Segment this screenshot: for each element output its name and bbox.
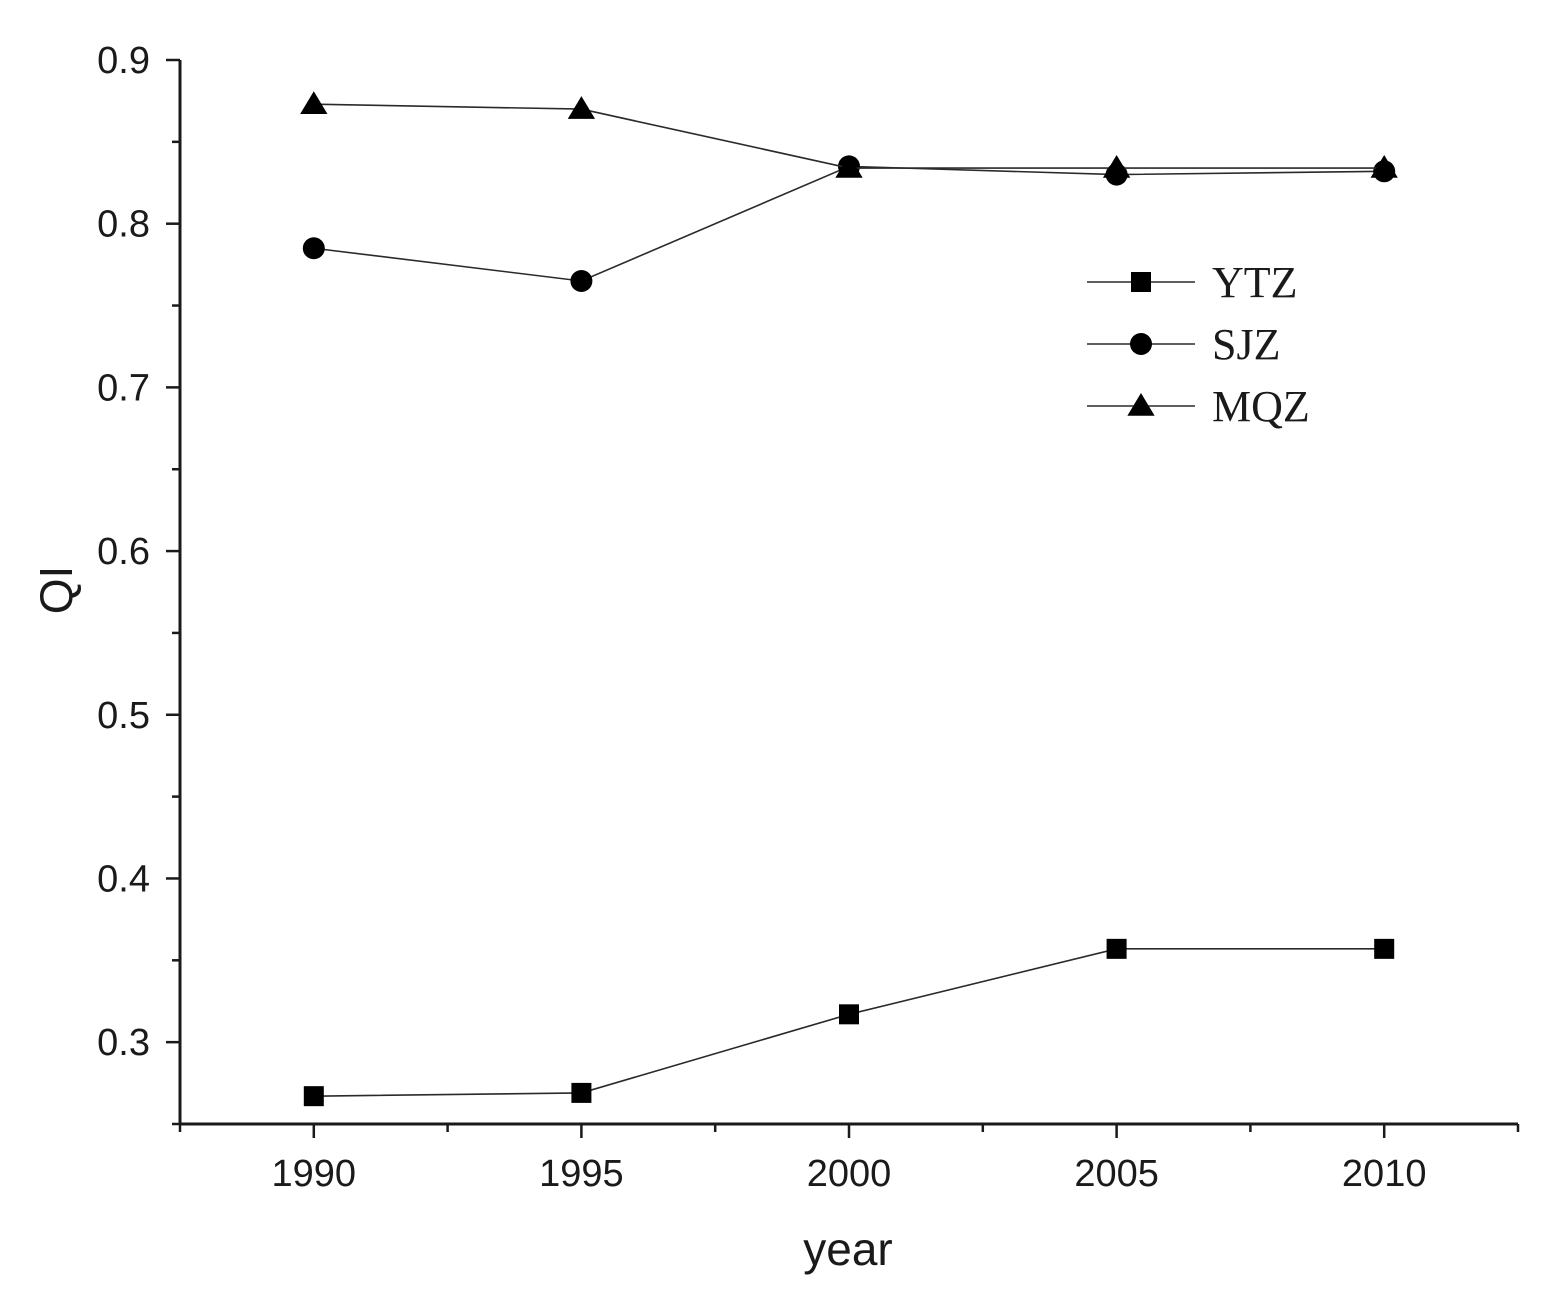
legend-marker-square <box>1131 272 1151 292</box>
legend-marker-triangle <box>1127 393 1155 416</box>
data-point-mqz <box>300 91 328 114</box>
legend-label: MQZ <box>1212 382 1310 431</box>
data-point-mqz <box>1102 155 1131 178</box>
legend-item-sjz: SJZ <box>1087 320 1280 369</box>
y-tick-label: 0.8 <box>97 204 150 246</box>
x-tick-label: 1995 <box>539 1153 624 1195</box>
y-tick-label: 0.6 <box>97 531 150 573</box>
y-tick-label: 0.7 <box>97 367 150 409</box>
legend-item-ytz: YTZ <box>1087 258 1298 307</box>
y-axis-title: QI <box>30 566 82 615</box>
data-point-ytz <box>1106 938 1127 959</box>
legend-label: SJZ <box>1212 320 1280 369</box>
data-point-ytz <box>1374 938 1395 959</box>
data-point-mqz <box>1370 155 1398 178</box>
x-axis-title: year <box>803 1223 892 1275</box>
data-point-mqz <box>567 96 596 119</box>
data-point-mqz <box>835 155 863 178</box>
y-tick-label: 0.3 <box>97 1022 150 1064</box>
x-tick-label: 2005 <box>1074 1153 1159 1195</box>
data-point-sjz <box>570 269 593 292</box>
series-mqz <box>300 91 1398 178</box>
legend-marker-circle <box>1130 333 1152 355</box>
data-point-ytz <box>839 1004 859 1025</box>
data-point-ytz <box>571 1082 592 1103</box>
series-layer <box>300 91 1398 1107</box>
y-tick-label: 0.4 <box>97 858 150 900</box>
x-tick-label: 2010 <box>1342 1153 1427 1195</box>
x-tick-label: 1990 <box>272 1153 357 1195</box>
y-tick-label: 0.9 <box>97 40 150 82</box>
series-ytz <box>303 938 1395 1107</box>
data-point-sjz <box>302 237 325 260</box>
legend-label: YTZ <box>1212 258 1298 307</box>
x-tick-label: 2000 <box>807 1153 892 1195</box>
y-tick-label: 0.5 <box>97 695 150 737</box>
legend: YTZ SJZ MQZ <box>1087 258 1310 431</box>
legend-item-mqz: MQZ <box>1087 382 1310 431</box>
axes: 0.3 0.4 0.5 0.6 0.7 0.8 0.9 1990 1995 2000 2005 201… <box>97 40 1520 1195</box>
data-point-ytz <box>303 1086 324 1107</box>
